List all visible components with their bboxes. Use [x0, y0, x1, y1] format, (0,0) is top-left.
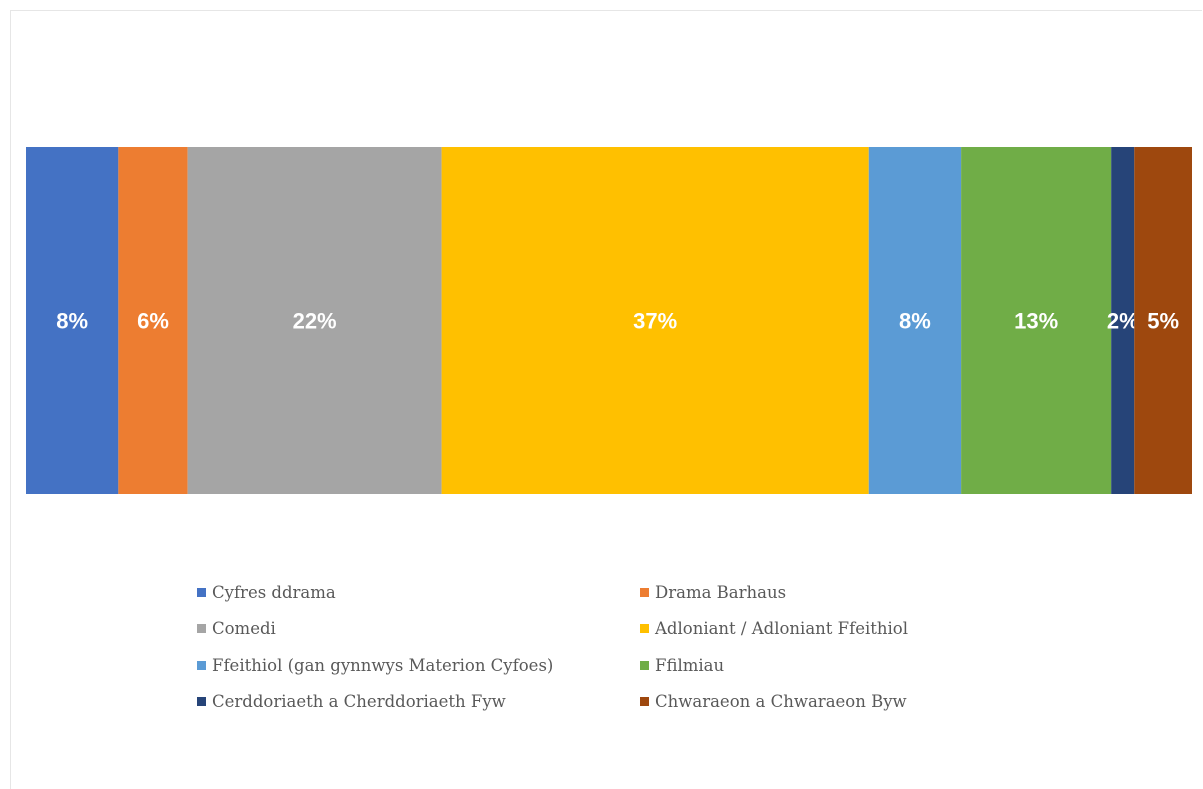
data-label-5: 8%	[899, 309, 931, 334]
legend-swatch	[197, 660, 206, 670]
bar-segment-4	[441, 147, 869, 494]
legend-swatch	[197, 624, 206, 634]
data-label-2: 6%	[137, 309, 169, 334]
data-label-7: 2%	[1107, 309, 1139, 334]
legend-label: Ffeithiol (gan gynnwys Materion Cyfoes)	[212, 655, 554, 675]
chart-frame	[10, 10, 1202, 789]
data-label-4: 37%	[633, 309, 677, 334]
legend-label: Cyfres ddrama	[212, 582, 336, 602]
legend-swatch	[197, 587, 206, 597]
legend-label: Comedi	[212, 619, 276, 639]
legend-label: Drama Barhaus	[655, 582, 787, 602]
data-label-8: 5%	[1147, 309, 1179, 334]
legend-swatch	[640, 624, 649, 634]
chart-legend: Cyfres ddrama Drama Barhaus Comedi Adlonian…	[197, 574, 1097, 720]
legend-swatch	[640, 660, 649, 670]
data-label-1: 8%	[56, 309, 88, 334]
legend-item-4: Adloniant / Adloniant Ffeithiol	[640, 611, 1080, 648]
legend-label: Adloniant / Adloniant Ffeithiol	[655, 619, 909, 639]
data-label-3: 22%	[293, 309, 337, 334]
bar-segment-1	[26, 147, 119, 494]
legend-item-5: Ffeithiol (gan gynnwys Materion Cyfoes)	[197, 647, 640, 684]
legend-item-8: Chwaraeon a Chwaraeon Byw	[640, 684, 1080, 721]
bar-segment-2	[118, 147, 188, 494]
bar-segment-5	[868, 147, 962, 494]
legend-swatch	[197, 697, 206, 707]
legend-item-2: Drama Barhaus	[640, 574, 1080, 611]
legend-item-7: Cerddoriaeth a Cherddoriaeth Fyw	[197, 684, 640, 721]
legend-label: Ffilmiau	[655, 655, 725, 675]
legend-label: Cerddoriaeth a Cherddoriaeth Fyw	[212, 692, 506, 712]
legend-label: Chwaraeon a Chwaraeon Byw	[655, 692, 907, 712]
legend-swatch	[640, 587, 649, 597]
bar-segment-6	[961, 147, 1112, 494]
legend-item-1: Cyfres ddrama	[197, 574, 640, 611]
legend-item-3: Comedi	[197, 611, 640, 648]
legend-item-6: Ffilmiau	[640, 647, 1080, 684]
data-label-6: 13%	[1014, 309, 1058, 334]
bar-segment-8	[1134, 147, 1192, 494]
bar-segment-3	[187, 147, 442, 494]
legend-swatch	[640, 697, 649, 707]
bar-segment-7	[1111, 147, 1135, 494]
